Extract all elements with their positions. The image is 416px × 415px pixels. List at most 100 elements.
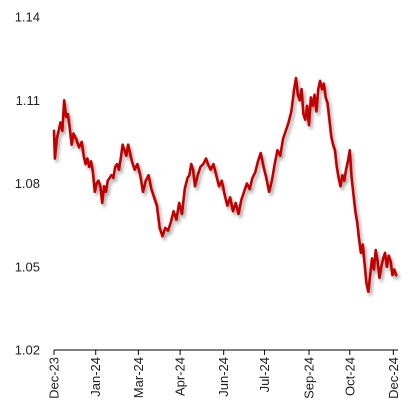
data-point [354, 210, 357, 213]
data-point [234, 202, 237, 204]
data-point [215, 174, 218, 177]
data-point [220, 179, 223, 182]
data-point [361, 243, 364, 246]
data-point [284, 129, 287, 132]
data-point [53, 129, 55, 132]
data-point [156, 204, 158, 207]
data-point [136, 163, 139, 165]
data-point [371, 257, 373, 260]
data-point [202, 163, 205, 165]
data-point [59, 121, 62, 124]
data-point [341, 174, 344, 177]
data-point [295, 77, 297, 79]
data-point [153, 196, 156, 199]
data-point [86, 157, 89, 160]
data-point [326, 102, 329, 104]
data-point [345, 168, 347, 171]
data-point [68, 127, 71, 129]
data-point [223, 193, 226, 196]
data-point [84, 163, 87, 165]
data-point [282, 138, 284, 141]
data-point [186, 177, 189, 179]
data-point [164, 227, 167, 229]
data-point [101, 202, 104, 204]
data-point [384, 251, 386, 254]
data-point [311, 104, 314, 107]
data-point [232, 210, 234, 213]
data-point [385, 265, 388, 268]
data-point [334, 149, 336, 152]
data-point [158, 227, 161, 229]
data-point [93, 190, 96, 193]
data-point [300, 88, 303, 91]
data-point [273, 163, 276, 165]
data-point [95, 182, 98, 185]
data-point [309, 96, 312, 99]
data-point [90, 160, 92, 163]
data-point [112, 177, 115, 179]
data-point [367, 290, 370, 293]
y-tick-label: 1.02 [15, 343, 40, 358]
data-point [315, 110, 318, 113]
data-point [194, 185, 196, 188]
data-point [276, 149, 279, 152]
data-point [75, 138, 78, 141]
data-point [369, 274, 372, 276]
data-point [290, 110, 293, 113]
x-tick-label: Mar-24 [131, 357, 146, 398]
x-axis: Dec-23 Jan-24 Mar-24 Apr-24 Jun-24 Jul-24 Sep-… [47, 349, 401, 399]
data-point [296, 93, 299, 96]
data-point [63, 99, 66, 102]
data-point [391, 274, 394, 276]
data-point [97, 179, 100, 182]
data-point [119, 157, 122, 160]
data-point [317, 88, 320, 91]
data-point [183, 188, 186, 190]
data-point [106, 179, 109, 182]
data-point [178, 202, 181, 204]
data-point [123, 149, 126, 152]
data-point [88, 165, 91, 168]
data-point [262, 165, 265, 168]
data-point [161, 235, 164, 238]
data-point [240, 199, 243, 202]
data-point [360, 251, 362, 254]
data-point [175, 218, 178, 221]
x-tick-label: Jul-24 [257, 357, 272, 392]
data-point [356, 221, 359, 224]
data-point [293, 88, 296, 91]
data-point [339, 185, 342, 188]
data-point [348, 149, 351, 152]
data-point [125, 154, 128, 157]
y-tick-label: 1.14 [15, 10, 40, 25]
y-axis: 1.02 1.05 1.08 1.11 1.14 [15, 10, 40, 358]
data-point [92, 171, 94, 174]
data-point [265, 177, 268, 179]
y-tick-label: 1.05 [15, 259, 40, 274]
data-point [243, 190, 245, 193]
data-point [245, 182, 248, 185]
data-point [78, 146, 80, 149]
data-point [306, 104, 309, 107]
data-point [387, 254, 390, 257]
data-point [330, 135, 333, 138]
data-point [389, 260, 392, 263]
data-point [108, 177, 111, 179]
data-point [190, 163, 193, 165]
data-point [365, 282, 368, 285]
data-point [308, 124, 310, 127]
data-point [207, 163, 209, 165]
data-point [322, 82, 325, 85]
data-point [372, 268, 375, 271]
data-point [335, 165, 338, 168]
data-point [129, 152, 131, 154]
data-point [192, 168, 194, 171]
data-point [130, 160, 133, 163]
data-point [321, 88, 323, 91]
data-point [127, 143, 130, 146]
data-point [279, 154, 282, 157]
data-point [150, 188, 153, 190]
data-point [254, 171, 257, 174]
data-point [352, 193, 355, 196]
data-point [395, 274, 398, 276]
